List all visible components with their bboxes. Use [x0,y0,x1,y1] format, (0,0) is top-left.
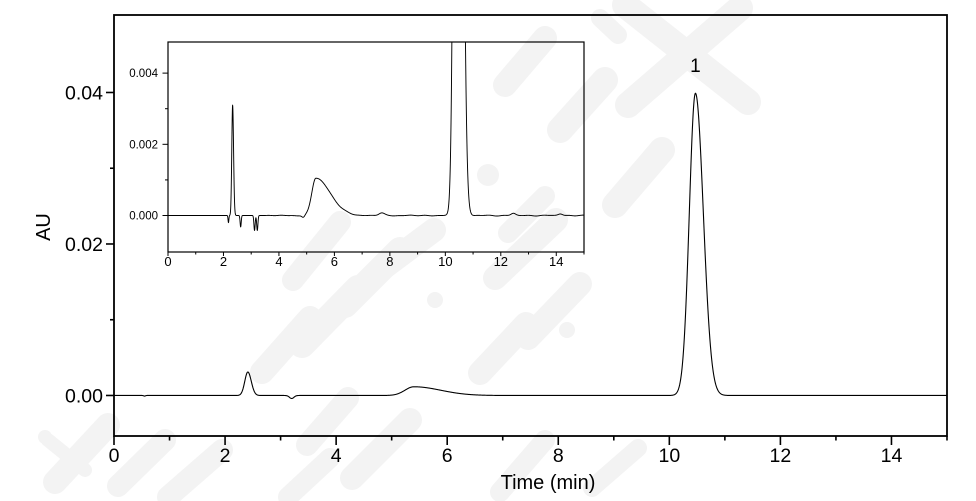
watermark-stroke [615,0,753,118]
main-y-tick-label: 0.04 [65,82,103,104]
main-x-tick-label: 2 [220,445,231,467]
watermark-dot [427,292,443,308]
main-y-tick-label: 0.00 [65,385,103,407]
watermark-stroke [547,67,618,143]
inset-x-tick-label: 14 [549,254,563,269]
main-peak-label: 1 [690,56,701,77]
inset-x-tick-label: 12 [494,254,508,269]
main-x-tick-label: 10 [658,445,680,467]
watermark-stroke [296,387,359,456]
inset-y-tick-label: 0.002 [129,139,158,151]
watermark-stroke [41,433,92,477]
inset-x-tick-label: 10 [438,254,452,269]
main-x-tick-label: 14 [881,445,903,467]
watermark-stroke [490,430,555,501]
watermark-stroke [282,211,351,291]
watermark-stroke [483,208,568,290]
watermark-stroke [371,218,446,280]
main-x-tick-label: 12 [770,445,792,467]
main-y-tick-label: 0.02 [65,234,103,256]
inset-trace [167,41,585,231]
watermark-stroke [602,137,675,218]
watermark-stroke [157,439,233,501]
watermark-dot [38,430,52,444]
watermark-stroke [107,429,176,497]
watermark-stroke [278,448,340,501]
main-frame [113,14,948,437]
watermark [38,0,761,501]
watermark-stroke [43,413,120,494]
watermark-stroke [498,186,555,243]
watermark-stroke [516,272,592,350]
main-x-tick-label: 4 [331,445,342,467]
inset-plot: 0 2 4 6 8 10 12 14 0.000 0.002 0.004 [129,41,585,269]
watermark-stroke [583,439,647,497]
main-x-tick-label: 0 [109,445,120,467]
main-x-axis-title: Time (min) [501,472,596,494]
main-plot: 0 2 4 6 8 10 12 14 0.00 0.02 0.04 1 Time (min) AU [33,14,948,494]
inset-x-tick-label: 4 [275,254,282,269]
inset-x-tick-label: 6 [331,254,338,269]
inset-frame [167,41,585,253]
watermark-dot [559,322,575,338]
inset-y-tick-label: 0.004 [129,68,158,80]
inset-y-tick-label: 0.000 [129,211,158,223]
main-x-tick-label: 8 [553,445,564,467]
main-x-tick-label: 6 [442,445,453,467]
watermark-stroke [340,408,422,490]
watermark-dot [477,164,499,186]
watermark-stroke [493,26,557,97]
main-y-axis-title: AU [33,213,55,241]
inset-x-tick-label: 2 [220,254,227,269]
inset-x-tick-label: 0 [164,254,171,269]
main-trace [113,92,948,400]
inset-x-tick-label: 8 [386,254,393,269]
watermark-stroke [591,9,627,44]
